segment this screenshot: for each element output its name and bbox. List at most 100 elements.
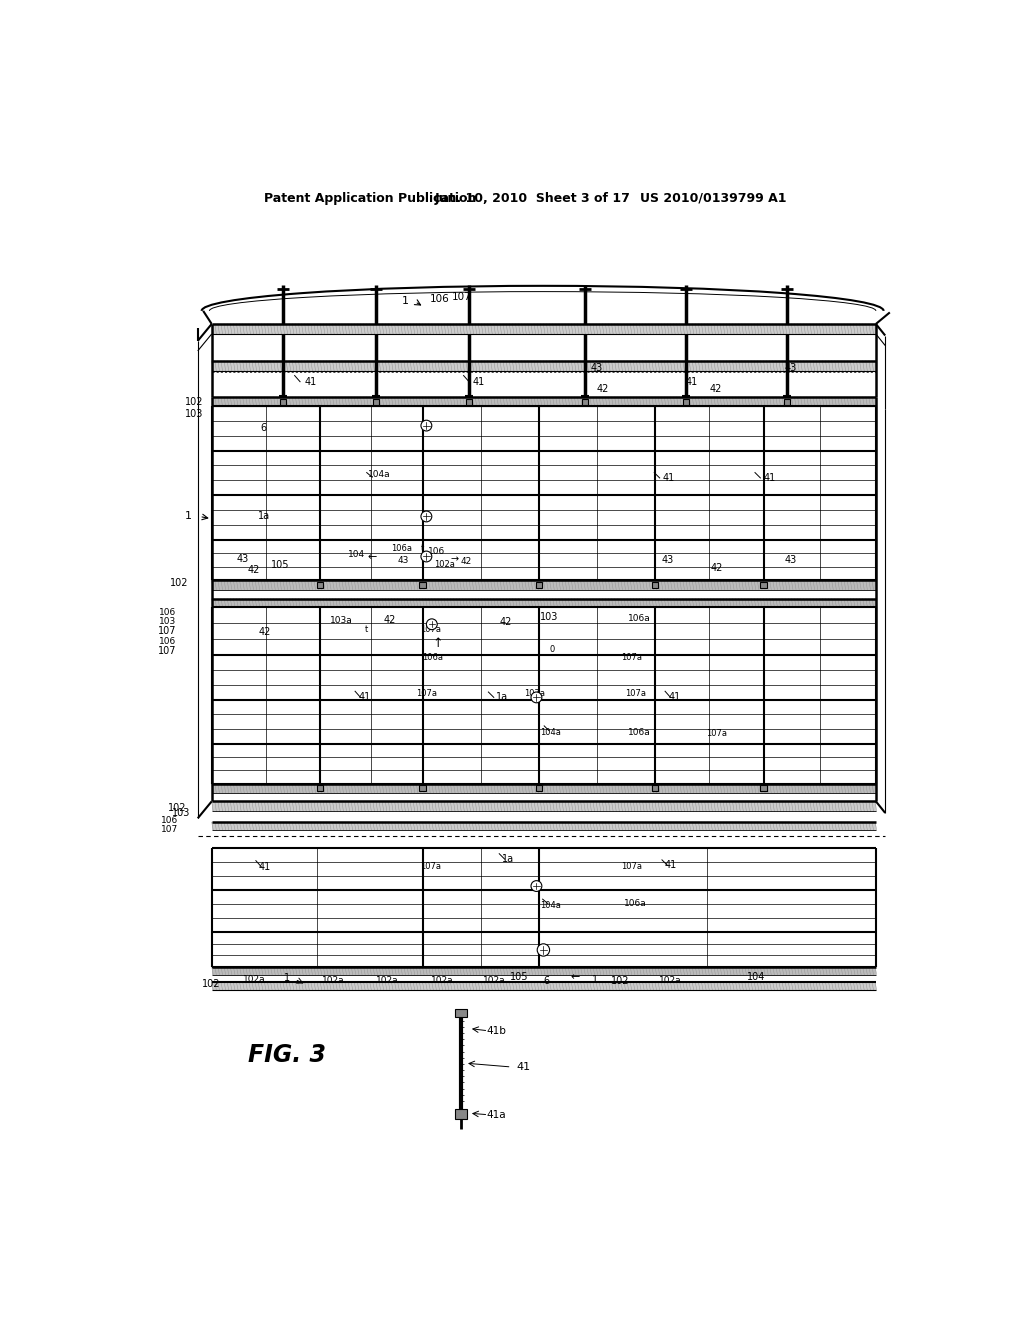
Text: 41: 41 xyxy=(258,862,270,871)
Text: 42: 42 xyxy=(596,384,608,395)
Text: 106: 106 xyxy=(159,638,176,647)
Text: 107: 107 xyxy=(161,825,178,834)
Text: 1: 1 xyxy=(592,975,598,985)
Bar xyxy=(783,399,790,405)
Text: 107a: 107a xyxy=(622,653,642,661)
Text: 41: 41 xyxy=(358,693,371,702)
Text: 104a: 104a xyxy=(540,727,561,737)
Text: 102: 102 xyxy=(168,803,186,813)
Circle shape xyxy=(421,552,432,562)
Text: 102a: 102a xyxy=(376,977,399,985)
Bar xyxy=(373,399,379,405)
Text: 107: 107 xyxy=(158,647,176,656)
Bar xyxy=(212,982,876,990)
Text: ←: ← xyxy=(570,972,580,982)
Text: 102a: 102a xyxy=(434,560,455,569)
Text: 102: 102 xyxy=(170,578,188,589)
Bar xyxy=(455,1109,467,1118)
Bar xyxy=(212,822,876,830)
Bar xyxy=(212,784,876,793)
Bar xyxy=(212,599,876,607)
Text: 102a: 102a xyxy=(243,975,265,985)
Text: 106a: 106a xyxy=(422,653,443,661)
Text: 41: 41 xyxy=(663,473,675,483)
Bar xyxy=(317,785,324,792)
Text: 107a: 107a xyxy=(420,862,440,871)
Text: 106a: 106a xyxy=(625,899,647,908)
Text: 103: 103 xyxy=(540,611,558,622)
Text: 43: 43 xyxy=(591,363,603,372)
Bar xyxy=(536,582,542,589)
Text: 6: 6 xyxy=(260,422,266,433)
Text: 106a: 106a xyxy=(391,544,412,553)
Text: 42: 42 xyxy=(248,565,260,576)
Text: →: → xyxy=(451,554,459,564)
Bar xyxy=(280,399,286,405)
Text: 103a: 103a xyxy=(330,616,352,624)
Text: 42: 42 xyxy=(711,564,723,573)
Text: 41: 41 xyxy=(305,376,317,387)
Text: 107a: 107a xyxy=(622,862,642,871)
Text: 107a: 107a xyxy=(420,626,440,634)
Bar xyxy=(212,966,876,974)
Text: 106: 106 xyxy=(428,546,445,556)
Bar xyxy=(466,399,472,405)
Text: 6: 6 xyxy=(544,975,550,986)
Circle shape xyxy=(538,944,550,956)
Text: 1: 1 xyxy=(185,511,191,521)
Text: 105: 105 xyxy=(510,972,528,982)
Circle shape xyxy=(421,420,432,432)
Text: 43: 43 xyxy=(662,556,674,565)
Text: 102a: 102a xyxy=(659,977,682,985)
Text: 102a: 102a xyxy=(323,977,345,985)
Text: 107: 107 xyxy=(452,292,471,302)
Bar xyxy=(683,399,689,405)
Text: 103: 103 xyxy=(172,808,190,818)
Text: 106: 106 xyxy=(430,294,450,305)
Text: 104a: 104a xyxy=(540,900,561,909)
Text: Jun. 10, 2010  Sheet 3 of 17: Jun. 10, 2010 Sheet 3 of 17 xyxy=(434,191,630,205)
Text: FIG. 3: FIG. 3 xyxy=(248,1043,326,1068)
Text: 42: 42 xyxy=(710,384,722,395)
Text: Patent Application Publication: Patent Application Publication xyxy=(263,191,476,205)
Text: 41: 41 xyxy=(764,473,776,483)
Text: 1a: 1a xyxy=(502,854,514,865)
Text: 107a: 107a xyxy=(416,689,437,698)
Text: 104: 104 xyxy=(746,972,765,982)
Bar xyxy=(536,785,542,792)
Text: 42: 42 xyxy=(461,557,472,566)
Text: 43: 43 xyxy=(397,556,409,565)
Bar xyxy=(420,582,426,589)
Text: 0: 0 xyxy=(549,645,555,655)
Circle shape xyxy=(421,511,432,521)
Circle shape xyxy=(531,880,542,891)
Bar xyxy=(761,582,767,589)
Text: 41: 41 xyxy=(516,1063,530,1072)
Text: 41: 41 xyxy=(669,693,681,702)
Text: 41: 41 xyxy=(665,861,677,870)
Bar xyxy=(761,785,767,792)
Text: 41: 41 xyxy=(686,376,698,387)
Bar xyxy=(212,801,876,812)
Bar xyxy=(212,397,876,407)
Text: 102: 102 xyxy=(184,397,203,408)
Bar xyxy=(455,1010,467,1016)
Text: 1: 1 xyxy=(402,296,409,306)
Text: 43: 43 xyxy=(784,556,797,565)
Bar xyxy=(420,785,426,792)
Text: 102: 102 xyxy=(203,979,221,989)
Text: 105: 105 xyxy=(270,560,289,570)
Text: t: t xyxy=(366,626,369,634)
Text: 104: 104 xyxy=(348,550,366,560)
Bar xyxy=(583,399,589,405)
Bar xyxy=(317,582,324,589)
Bar xyxy=(761,785,767,792)
Text: 104a: 104a xyxy=(369,470,391,479)
Text: 1a: 1a xyxy=(258,511,269,521)
Bar xyxy=(212,581,876,590)
Text: 107a: 107a xyxy=(707,729,727,738)
Text: 103: 103 xyxy=(159,618,176,627)
Text: 106a: 106a xyxy=(628,727,651,737)
Text: 103: 103 xyxy=(184,409,203,418)
Text: 102a: 102a xyxy=(430,977,454,985)
